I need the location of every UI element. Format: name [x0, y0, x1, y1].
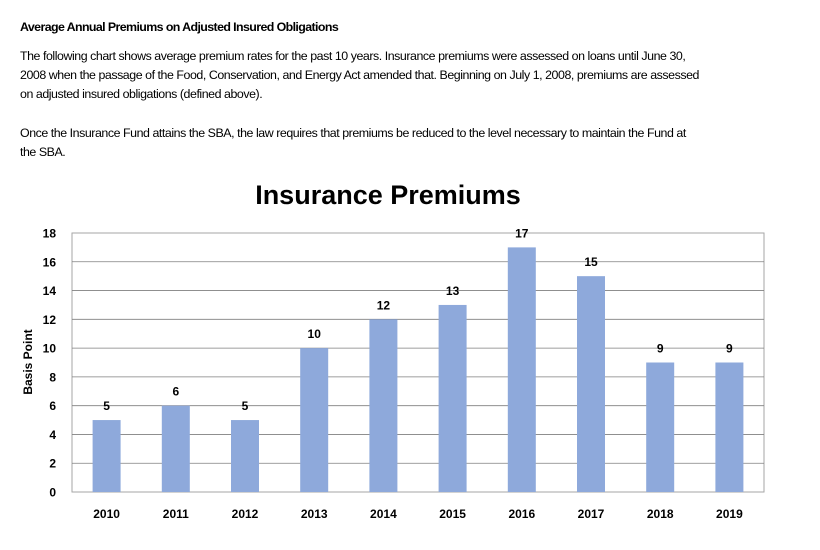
x-tick-label-2016: 2016 — [508, 507, 535, 521]
bar-2017 — [577, 276, 605, 492]
y-tick-label: 16 — [43, 255, 57, 269]
x-tick-label-2017: 2017 — [578, 507, 605, 521]
bar-2010 — [92, 420, 121, 492]
bar-2011 — [161, 405, 190, 492]
x-tick-label-2011: 2011 — [163, 507, 189, 521]
bar-2016 — [507, 247, 536, 492]
x-tick-label-2015: 2015 — [439, 507, 466, 521]
data-label-2011: 6 — [172, 385, 179, 399]
chart-title: Insurance Premiums — [255, 180, 521, 210]
data-label-2018: 9 — [657, 342, 664, 356]
data-label-2016: 17 — [515, 226, 529, 240]
data-label-2013: 10 — [308, 327, 322, 341]
data-label-2014: 12 — [377, 298, 391, 312]
data-label-2010: 5 — [103, 399, 110, 413]
y-tick-label: 8 — [49, 370, 56, 384]
x-tick-label-2013: 2013 — [301, 507, 328, 521]
bar-2012 — [231, 420, 259, 492]
y-tick-label: 2 — [49, 457, 56, 471]
data-label-2015: 13 — [446, 284, 460, 298]
x-tick-label-2010: 2010 — [93, 507, 120, 521]
paragraph-2-line-1: Once the Insurance Fund attains the SBA,… — [20, 126, 686, 140]
y-tick-label: 6 — [49, 399, 56, 413]
y-tick-label: 12 — [43, 313, 57, 327]
data-label-2019: 9 — [726, 342, 733, 356]
y-tick-label: 18 — [43, 227, 57, 241]
y-tick-label: 14 — [43, 284, 57, 298]
x-tick-label-2019: 2019 — [716, 507, 743, 521]
y-tick-label: 0 — [49, 486, 56, 500]
data-label-2012: 5 — [242, 399, 249, 413]
x-tick-label-2014: 2014 — [370, 507, 397, 521]
bar-2018 — [646, 362, 675, 492]
paragraph-1-line-3: on adjusted insured obligations (defined… — [20, 87, 263, 101]
x-tick-label-2012: 2012 — [232, 507, 259, 521]
bar-2015 — [438, 304, 467, 492]
bar-2014 — [369, 319, 398, 492]
data-label-2017: 15 — [584, 255, 598, 269]
bar-2019 — [715, 362, 744, 492]
bar-2013 — [300, 348, 329, 492]
x-tick-label-2018: 2018 — [647, 507, 674, 521]
paragraph-1-line-1: The following chart shows average premiu… — [20, 49, 686, 63]
y-tick-label: 4 — [49, 428, 56, 442]
paragraph-1-line-2: 2008 when the passage of the Food, Conse… — [20, 68, 699, 82]
document-heading: Average Annual Premiums on Adjusted Insu… — [20, 20, 339, 34]
paragraph-2-line-2: the SBA. — [20, 145, 66, 159]
y-axis-label: Basis Point — [21, 329, 35, 394]
y-tick-label: 10 — [43, 342, 57, 356]
